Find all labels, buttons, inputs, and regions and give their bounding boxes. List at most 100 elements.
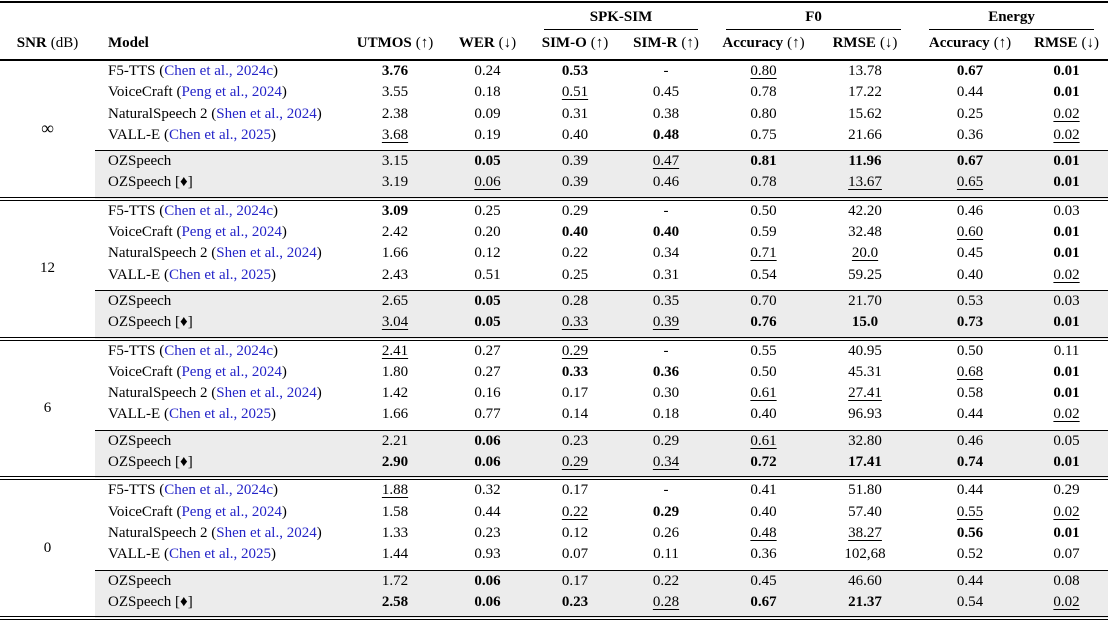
metric-value: 0.33 (530, 312, 620, 339)
metric-value: 2.41 (345, 339, 445, 362)
metric-value: 0.61 (712, 429, 816, 453)
metric-value: 1.80 (345, 362, 445, 383)
value: 1.66 (381, 245, 409, 262)
best-value: 0.05 (474, 314, 501, 331)
model-name: NaturalSpeech 2 ( (108, 385, 217, 402)
value: 1.58 (381, 503, 409, 520)
value: 0.29 (1053, 482, 1080, 499)
metric-value: 0.28 (530, 289, 620, 313)
citation-link[interactable]: Chen et al., 2024c (164, 342, 273, 359)
metric-value: 3.15 (345, 150, 445, 173)
metric-value: 0.06 (445, 591, 530, 619)
citation-link[interactable]: Shen et al., 2024 (216, 245, 317, 262)
citation-link[interactable]: Chen et al., 2025 (168, 266, 272, 283)
metric-value: 0.50 (712, 362, 815, 383)
value: 0.45 (956, 245, 984, 262)
table-row: VoiceCraft (Peng et al., 2024) 3.55 0.18 0.… (0, 82, 1108, 103)
citation-link[interactable]: Shen et al., 2024 (216, 105, 317, 122)
value: 13.78 (848, 63, 882, 79)
metric-value: 0.01 (1025, 523, 1108, 544)
metric-value: 0.44 (915, 569, 1026, 592)
best-value: 0.67 (750, 593, 777, 610)
second-best-value: 38.27 (848, 524, 882, 541)
metric-value: 0.25 (445, 199, 530, 222)
citation-link[interactable]: Chen et al., 2024c (164, 63, 273, 79)
best-value: 0.06 (474, 432, 501, 449)
metric-value: 0.51 (445, 265, 530, 291)
metric-value: 0.29 (1025, 478, 1108, 501)
citation-link[interactable]: Chen et al., 2024c (164, 482, 273, 499)
metric-value: 13.67 (815, 172, 916, 199)
value: - (663, 482, 669, 499)
citation-link[interactable]: Peng et al., 2024 (181, 84, 282, 101)
value: 1.33 (381, 524, 409, 541)
metric-value: 0.39 (530, 150, 620, 173)
value: 45.31 (848, 363, 882, 380)
model-name-suffix: ) (316, 524, 322, 541)
table-row: OZSpeech [♦] 3.04 0.05 0.33 0.39 0.76 15.0 0.73… (0, 312, 1108, 339)
model-cell: NaturalSpeech 2 (Shen et al., 2024) (95, 104, 345, 125)
second-best-value: 3.68 (381, 126, 409, 143)
model-cell: F5-TTS (Chen et al., 2024c) (95, 199, 345, 222)
up-arrow-icon: (↑) (415, 35, 434, 51)
value: 0.59 (750, 224, 777, 241)
value: 0.26 (652, 524, 680, 541)
value: 2.38 (381, 105, 409, 122)
second-best-value: 0.55 (956, 503, 984, 520)
metric-value: 0.11 (1025, 339, 1108, 362)
metric-value: 0.67 (915, 150, 1026, 173)
metric-value: 15.0 (815, 312, 916, 339)
col-header-utmos: UTMOS (↑) (356, 35, 434, 51)
best-value: 0.48 (652, 126, 680, 143)
model-cell: OZSpeech [♦] (95, 591, 345, 619)
best-value: 0.01 (1053, 314, 1080, 331)
value: 0.45 (750, 572, 777, 589)
value: 32.48 (848, 224, 882, 241)
second-best-value: 0.80 (750, 63, 777, 79)
table-row: VALL-E (Chen et al., 2025) 2.43 0.51 0.25 0.… (0, 265, 1108, 291)
metric-value: 0.51 (530, 82, 620, 103)
citation-link[interactable]: Chen et al., 2025 (168, 546, 272, 563)
citation-link[interactable]: Shen et al., 2024 (216, 385, 317, 402)
metric-value: 3.04 (345, 312, 445, 339)
citation-link[interactable]: Chen et al., 2025 (168, 406, 272, 423)
metric-value: 0.78 (712, 172, 816, 199)
metric-value: 1.66 (345, 243, 445, 264)
metric-value: 17.41 (815, 452, 916, 479)
value: 0.46 (956, 432, 984, 449)
citation-link[interactable]: Peng et al., 2024 (181, 224, 282, 241)
group-header-spacer (0, 2, 530, 30)
citation-link[interactable]: Chen et al., 2024c (164, 202, 273, 219)
metric-value: 3.09 (345, 199, 445, 222)
metric-value: 0.39 (530, 172, 620, 199)
metric-value: 0.22 (620, 569, 713, 592)
model-name-suffix: ) (281, 84, 287, 101)
metric-value: 0.44 (915, 82, 1025, 103)
value: 0.50 (750, 363, 777, 380)
col-header-sim-r: SIM-R (↑) (633, 35, 699, 51)
value: 0.75 (750, 126, 777, 143)
value: 0.38 (652, 105, 680, 122)
model-name: OZSpeech (108, 153, 172, 170)
metric-value: 0.40 (915, 265, 1025, 291)
model-name: VoiceCraft ( (108, 84, 182, 101)
metric-value: 0.06 (445, 429, 530, 453)
metric-value: 0.12 (445, 243, 530, 264)
citation-link[interactable]: Peng et al., 2024 (181, 363, 282, 380)
metric-value: 0.23 (530, 429, 620, 453)
second-best-value: 0.34 (652, 454, 680, 471)
value: 0.44 (956, 406, 984, 423)
citation-link[interactable]: Shen et al., 2024 (216, 524, 317, 541)
col-header-model: Model (95, 30, 345, 60)
value: 0.70 (750, 292, 777, 309)
citation-link[interactable]: Peng et al., 2024 (181, 503, 282, 520)
group-header-label: F0 (726, 9, 902, 30)
citation-link[interactable]: Chen et al., 2025 (168, 126, 272, 143)
group-header-label: SPK-SIM (544, 9, 699, 30)
up-arrow-icon: (↑) (681, 35, 699, 51)
value: 0.14 (561, 406, 589, 423)
value: 0.25 (561, 266, 589, 283)
metric-value: 0.40 (712, 404, 815, 430)
metric-value: 0.67 (915, 60, 1025, 82)
value: 0.45 (652, 84, 680, 101)
